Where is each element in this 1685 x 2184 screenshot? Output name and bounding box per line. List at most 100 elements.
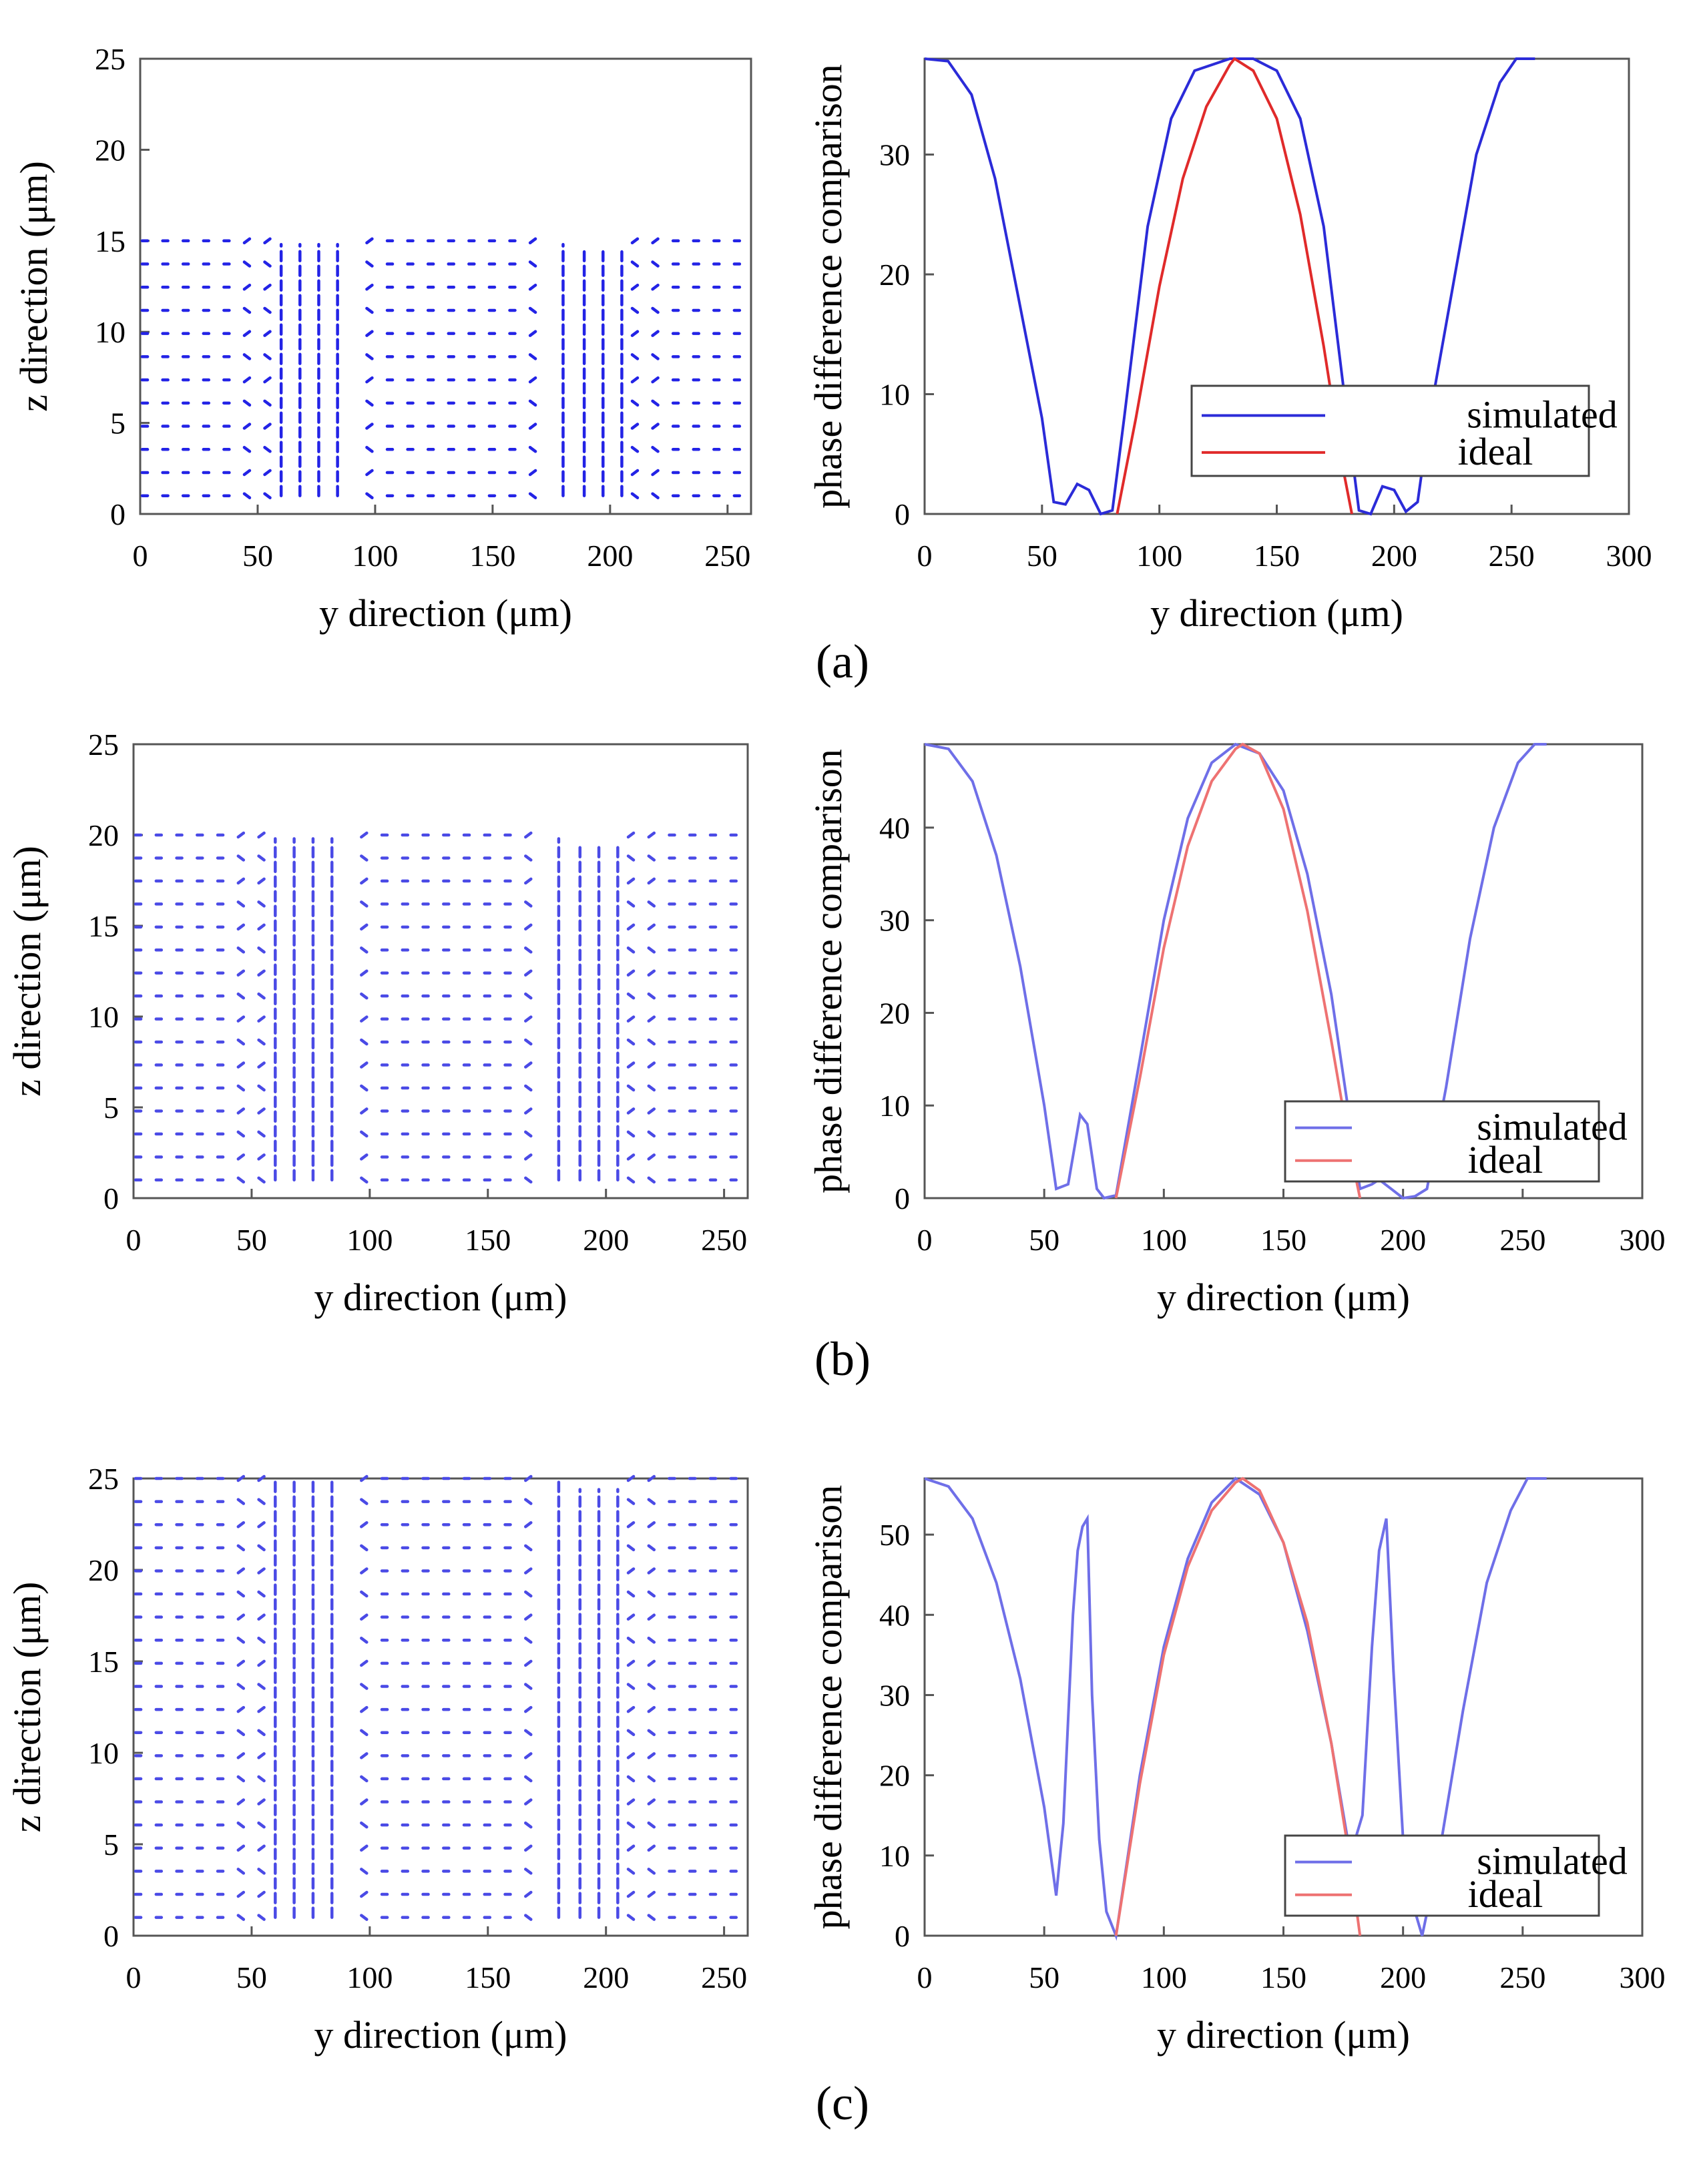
x-tick-label: 50 [1027, 539, 1057, 573]
y-axis-label: z direction (μm) [5, 1582, 49, 1833]
field-arrow [647, 1683, 656, 1690]
y-tick-label: 15 [95, 224, 126, 258]
field-arrow [257, 1521, 266, 1529]
x-axis-label: y direction (μm) [319, 591, 572, 635]
plot-frame [139, 57, 752, 515]
field-arrow [360, 1752, 369, 1759]
field-arrow [365, 399, 374, 407]
x-tick-label: 50 [242, 539, 273, 573]
field-arrow [626, 946, 636, 954]
x-tick-label: 0 [917, 1960, 933, 1994]
field-arrow [626, 1061, 636, 1069]
field-arrow [257, 877, 266, 885]
field-arrow [528, 330, 537, 337]
x-tick-label: 150 [1260, 1960, 1306, 1994]
field-arrow [236, 1683, 246, 1690]
y-tick-label: 20 [88, 1553, 119, 1587]
field-arrow [365, 353, 374, 360]
field-arrow [236, 1798, 246, 1806]
field-arrow [360, 1798, 369, 1806]
field-arrow [360, 1521, 369, 1529]
field-arrow [263, 446, 272, 453]
field-arrow [626, 1153, 636, 1161]
field-arrow [647, 1038, 656, 1046]
field-arrow [236, 1521, 246, 1529]
field-arrow [524, 1474, 533, 1482]
field-arrow [360, 1775, 369, 1783]
field-arrow [626, 923, 636, 931]
field-arrow [647, 1061, 656, 1069]
field-arrow [360, 1567, 369, 1575]
field-arrow [626, 1775, 636, 1783]
y-tick-label: 30 [879, 138, 910, 172]
field-arrow [630, 283, 640, 291]
field-arrow [236, 1821, 246, 1829]
field-arrow [524, 900, 533, 908]
field-arrow [647, 1153, 656, 1161]
field-arrow [360, 1015, 369, 1023]
field-arrow [630, 492, 640, 499]
field-arrow [236, 1729, 246, 1736]
field-arrow [524, 1130, 533, 1138]
field-arrow [647, 1659, 656, 1667]
y-tick-label: 10 [879, 1089, 910, 1123]
field-arrow [524, 1590, 533, 1598]
series-line-ideal [1116, 57, 1353, 515]
field-arrow [626, 1107, 636, 1115]
field-arrow [242, 260, 252, 268]
y-tick-label: 0 [895, 1181, 910, 1215]
field-arrow [263, 306, 272, 314]
x-tick-label: 100 [1141, 1960, 1187, 1994]
y-tick-label: 0 [895, 497, 910, 531]
field-arrow [257, 1798, 266, 1806]
y-tick-label: 25 [95, 42, 126, 76]
field-arrow [242, 399, 252, 407]
field-arrow [360, 1590, 369, 1598]
field-arrow [626, 1637, 636, 1644]
field-arrow [257, 1590, 266, 1598]
field-arrow [630, 469, 640, 477]
field-arrow [236, 946, 246, 954]
field-arrow [524, 1798, 533, 1806]
field-arrow [630, 237, 640, 245]
field-arrow [236, 1130, 246, 1138]
field-arrow [647, 992, 656, 1000]
x-tick-label: 150 [465, 1960, 511, 1994]
field-arrow [236, 1084, 246, 1092]
series-line-simulated [924, 742, 1547, 1200]
x-tick-label: 250 [701, 1223, 747, 1257]
field-arrow [263, 423, 272, 430]
field-arrow [524, 1613, 533, 1621]
field-arrow [242, 376, 252, 384]
x-tick-label: 0 [133, 539, 148, 573]
field-arrow [626, 854, 636, 862]
field-arrow [626, 1798, 636, 1806]
field-arrow [242, 446, 252, 453]
field-arrow [524, 1153, 533, 1161]
field-arrow [626, 1705, 636, 1713]
field-arrow [524, 1084, 533, 1092]
field-arrow [257, 1890, 266, 1898]
field-arrow [647, 1613, 656, 1621]
field-arrow [647, 923, 656, 931]
field-arrow [257, 1153, 266, 1161]
field-arrow [524, 1176, 533, 1184]
x-tick-label: 0 [917, 539, 933, 573]
field-arrow [257, 1683, 266, 1690]
field-arrow [257, 1107, 266, 1115]
x-tick-label: 250 [1499, 1960, 1545, 1994]
field-arrow [647, 1844, 656, 1852]
field-arrow [365, 376, 374, 384]
field-arrow [360, 1130, 369, 1138]
field-arrow [242, 469, 252, 477]
field-arrow [242, 283, 252, 291]
field-arrow [626, 969, 636, 977]
x-tick-label: 100 [1136, 539, 1182, 573]
x-tick-label: 300 [1620, 1960, 1666, 1994]
field-arrow [528, 492, 537, 499]
field-arrow [647, 969, 656, 977]
field-arrow [524, 1107, 533, 1115]
